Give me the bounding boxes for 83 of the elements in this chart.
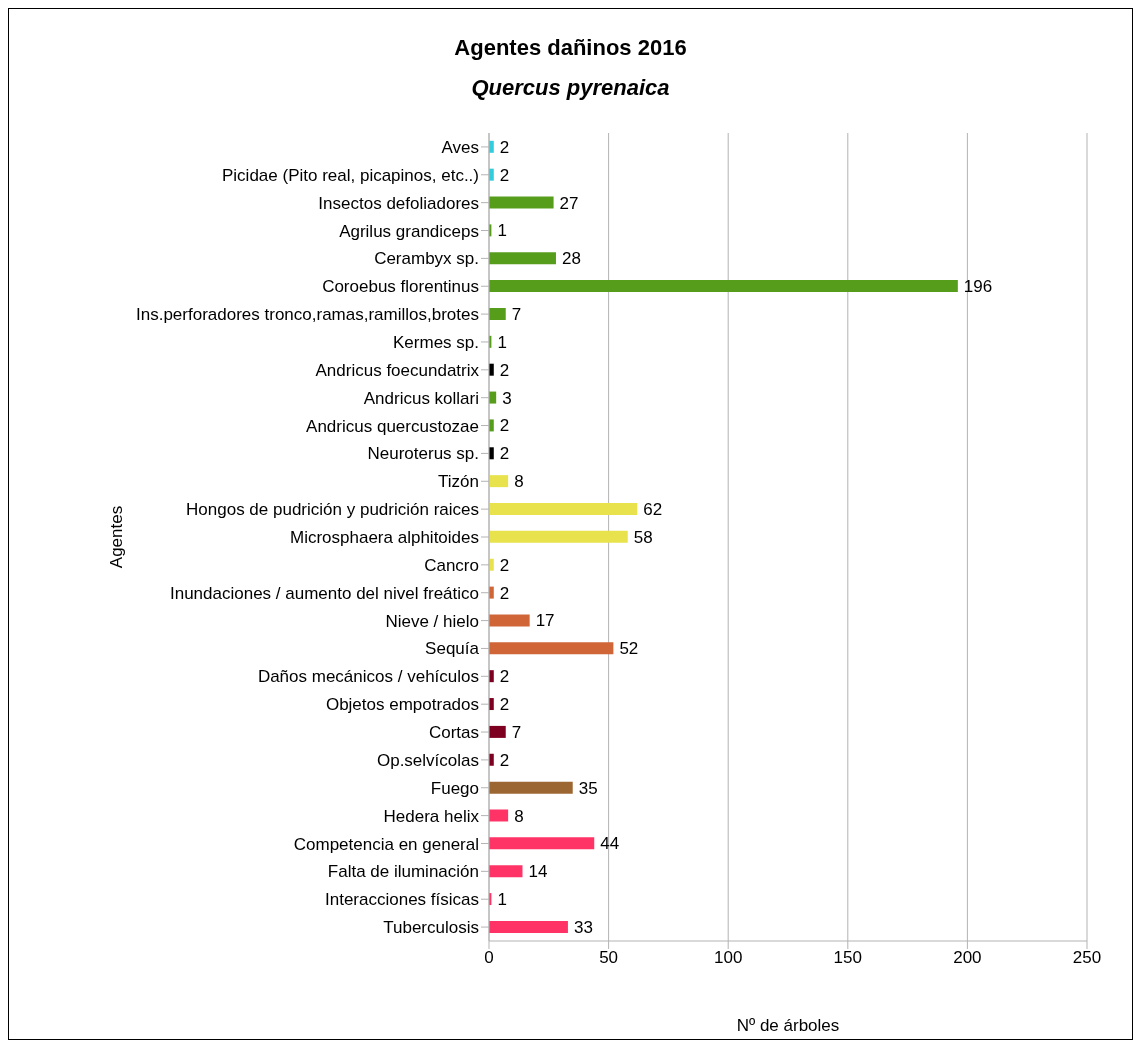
y-tick-label: Agrilus grandiceps [339,221,479,241]
x-tick-label: 50 [599,948,619,968]
y-tick-label: Nieve / hielo [385,611,479,631]
chart-title: Agentes dañinos 2016 [453,35,688,61]
data-label: 14 [528,862,548,882]
bar [489,503,638,516]
x-axis-title: Nº de árboles [736,1016,840,1035]
y-tick-label: Hongos de pudrición y pudrición raices [186,500,479,520]
y-tick-label: Competencia en general [293,834,479,854]
bar [489,252,556,265]
bar [489,307,506,320]
y-tick-label: Objetos empotrados [325,695,479,715]
y-tick-label: Coroebus florentinus [322,277,479,297]
y-tick-label: Inundaciones / aumento del nivel freático [169,583,479,603]
y-tick-label: Op.selvícolas [376,750,479,770]
data-label: 2 [499,165,510,185]
data-label: 2 [499,444,510,464]
data-label: 2 [499,750,510,770]
data-label: 27 [559,193,579,213]
bar [489,920,568,933]
bar [489,614,530,627]
data-label: 28 [561,249,581,269]
bar [489,865,523,878]
bar [489,196,554,209]
y-tick-label: Andricus foecundatrix [315,360,480,380]
x-tick-label: 200 [953,948,982,968]
data-label: 7 [511,305,522,325]
y-tick-label: Tuberculosis [383,918,479,938]
y-tick-label: Cancro [424,555,479,575]
x-tick-label: 0 [484,948,494,968]
chart-subtitle: Quercus pyrenaica [470,75,671,101]
y-tick-label: Andricus quercustozae [306,416,479,436]
x-tick-label: 250 [1072,948,1102,968]
data-label: 17 [535,611,555,631]
y-tick-label: Daños mecánicos / vehículos [257,667,479,687]
bar [489,837,595,850]
data-label: 2 [499,555,510,575]
bar [489,280,958,293]
data-label: 7 [511,722,522,742]
data-label: 8 [514,472,524,492]
data-label: 8 [514,806,524,826]
data-label: 1 [497,332,507,352]
data-label: 2 [499,695,510,715]
bar [489,475,509,488]
bar [489,530,628,543]
y-tick-label: Cortas [428,723,479,743]
y-tick-label: Insectos defoliadores [318,193,479,213]
x-tick-label: 100 [714,948,743,968]
y-tick-label: Fuego [430,778,479,798]
data-label: 2 [499,137,510,157]
y-tick-label: Kermes sp. [393,333,479,352]
data-label: 2 [499,360,510,380]
data-label: 44 [600,834,620,854]
data-label: 35 [578,778,598,798]
data-label: 62 [643,500,663,520]
y-tick-label: Picidae (Pito real, picapinos, etc..) [221,165,479,185]
data-label: 3 [502,388,512,408]
data-label: 2 [499,667,510,687]
y-tick-label: Sequía [425,639,480,659]
y-tick-label: Microsphaera alphitoides [290,528,479,548]
bar [489,725,506,738]
y-tick-label: Neuroterus sp. [367,444,479,464]
bar [489,642,614,655]
y-tick-label: Tizón [438,472,479,492]
y-tick-label: Cerambyx sp. [374,249,479,269]
data-label: 52 [619,639,639,659]
data-label: 58 [633,527,653,547]
y-tick-label: Falta de iluminación [327,862,479,882]
y-tick-label: Ins.perforadores tronco,ramas,ramillos,brotes [136,305,479,325]
y-axis-title: Agentes [107,505,127,569]
y-tick-label: Aves [441,137,479,157]
y-tick-label: Andricus kollari [363,388,479,408]
data-label: 1 [497,221,507,241]
bar [489,781,573,794]
bar [489,809,509,822]
data-label: 33 [573,917,593,937]
data-label: 2 [499,583,510,603]
x-tick-label: 150 [833,948,862,968]
data-label: 196 [963,277,993,297]
data-label: 2 [499,416,510,436]
y-tick-label: Hedera helix [383,806,480,826]
data-label: 1 [497,890,507,910]
y-tick-label: Interacciones físicas [324,890,479,910]
